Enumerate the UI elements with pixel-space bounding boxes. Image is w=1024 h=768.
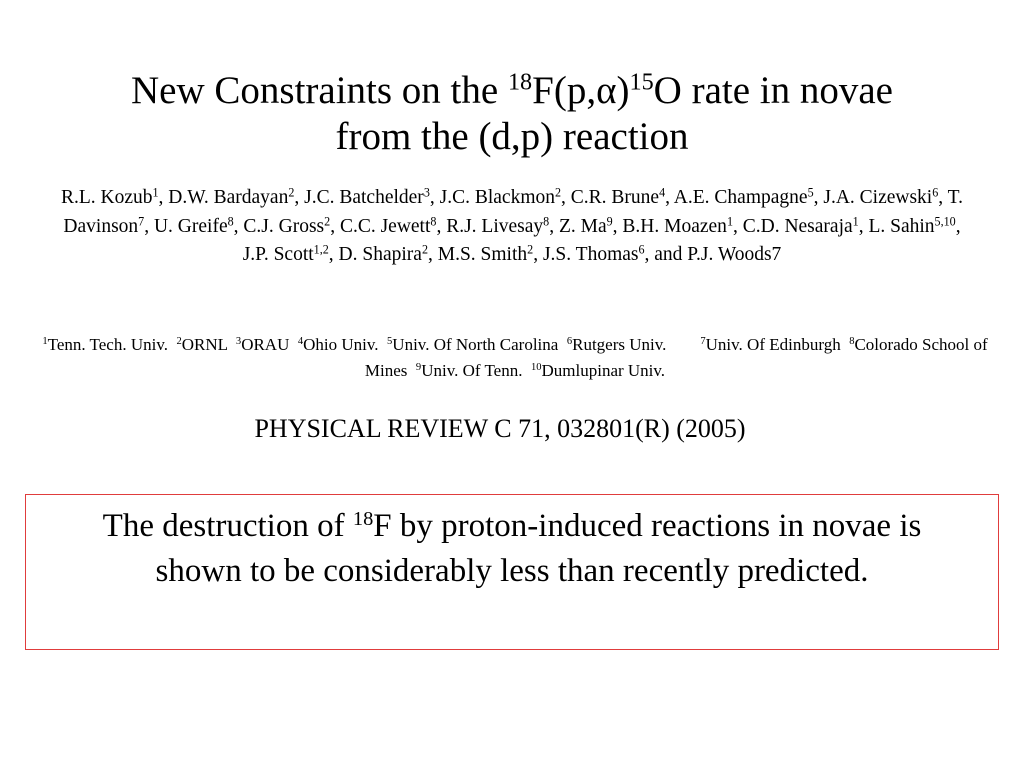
text-run: , D.W. Bardayan <box>158 187 289 208</box>
superscript: 2 <box>527 242 534 257</box>
affiliation-list: 1Tenn. Tech. Univ. 2ORNL 3ORAU 4Ohio Uni… <box>40 332 990 384</box>
superscript: 1 <box>42 336 48 348</box>
superscript: 2 <box>176 336 182 348</box>
superscript: 5 <box>807 185 814 200</box>
superscript: 15 <box>629 68 654 96</box>
summary-text: The destruction of 18F by proton-induced… <box>60 504 964 594</box>
superscript: 7 <box>700 336 706 348</box>
text-run: , T. Davinson <box>63 187 964 237</box>
text-run: ORNL <box>181 335 236 354</box>
text-run: , M.S. Smith <box>427 244 528 265</box>
superscript: 7 <box>138 213 145 228</box>
superscript: 9 <box>606 213 613 228</box>
text-run: , J.S. Thomas <box>533 244 639 265</box>
superscript: 8 <box>849 336 855 348</box>
text-run: , and P.J. Woods7 <box>644 244 782 265</box>
text-run: R.L. Kozub <box>60 187 153 208</box>
text-run: , R.J. Livesay <box>436 215 544 237</box>
text-run: The destruction of <box>102 508 353 544</box>
superscript: 1 <box>852 213 859 228</box>
text-run: Ohio Univ. <box>303 335 388 354</box>
superscript: 1 <box>726 213 733 228</box>
superscript: 5,10 <box>934 213 956 228</box>
text-run: , J.P. Scott <box>242 215 961 266</box>
text-run: , C.J. Gross <box>233 215 325 237</box>
text-run: Univ. Of North Carolina <box>392 335 567 354</box>
superscript: 9 <box>415 362 422 374</box>
text-run: , A.E. Champagne <box>665 187 808 208</box>
superscript: 10 <box>530 362 542 374</box>
superscript: 5 <box>387 336 393 348</box>
text-run: F(p,α) <box>532 69 630 112</box>
text-run: Dumlupinar Univ. <box>541 361 666 380</box>
text-run: New Constraints on the <box>131 69 508 112</box>
superscript: 6 <box>566 336 573 348</box>
text-run: Univ. Of Edinburgh <box>705 335 850 354</box>
superscript: 2 <box>324 213 331 228</box>
superscript: 6 <box>638 242 645 257</box>
text-run: Tenn. Tech. Univ. <box>47 335 177 354</box>
text-run: ORAU <box>241 335 298 354</box>
superscript: 2 <box>421 242 428 257</box>
superscript: 1 <box>152 185 159 200</box>
slide-title: New Constraints on the 18F(p,α)15O rate … <box>112 68 912 160</box>
text-run: Colorado School of Mines <box>364 335 992 380</box>
superscript: 8 <box>543 213 550 228</box>
superscript: 8 <box>227 213 234 228</box>
text-run: , C.C. Jewett <box>330 215 431 237</box>
superscript: 2 <box>554 185 562 200</box>
journal-reference: PHYSICAL REVIEW C 71, 032801(R) (2005) <box>0 412 1000 446</box>
text-run: Univ. Of Tenn. <box>421 361 531 380</box>
superscript: 6 <box>932 185 939 200</box>
text-run: O rate in novae from the (d,p) reaction <box>335 69 893 158</box>
summary-box <box>25 494 999 650</box>
superscript: 4 <box>659 185 666 200</box>
text-run: F by proton-induced reactions in novae i… <box>155 508 922 589</box>
superscript: 18 <box>507 68 533 96</box>
text-run: , C.D. Nesaraja <box>732 215 853 237</box>
superscript: 18 <box>352 507 374 530</box>
text-run: , U. Greife <box>144 215 228 237</box>
superscript: 1,2 <box>313 242 329 257</box>
text-run: , B.H. Moazen <box>612 215 727 237</box>
superscript: 2 <box>288 185 295 200</box>
superscript: 3 <box>235 336 242 348</box>
text-run: , Z. Ma <box>549 215 607 237</box>
superscript: 8 <box>430 213 437 228</box>
text-run: , J.A. Cizewski <box>813 187 933 208</box>
text-run: , D. Shapira <box>328 244 422 265</box>
text-run: , C.R. Brune <box>561 187 660 208</box>
text-run: , J.C. Blackmon <box>429 187 555 208</box>
text-run: , J.C. Batchelder <box>294 187 424 208</box>
superscript: 4 <box>297 336 304 348</box>
text-run: PHYSICAL REVIEW C 71, 032801(R) (2005) <box>254 414 746 443</box>
superscript: 3 <box>423 185 430 200</box>
text-run: Rutgers Univ. <box>572 335 701 354</box>
author-list: R.L. Kozub1, D.W. Bardayan2, J.C. Batche… <box>52 184 972 270</box>
text-run: , L. Sahin <box>858 215 935 237</box>
